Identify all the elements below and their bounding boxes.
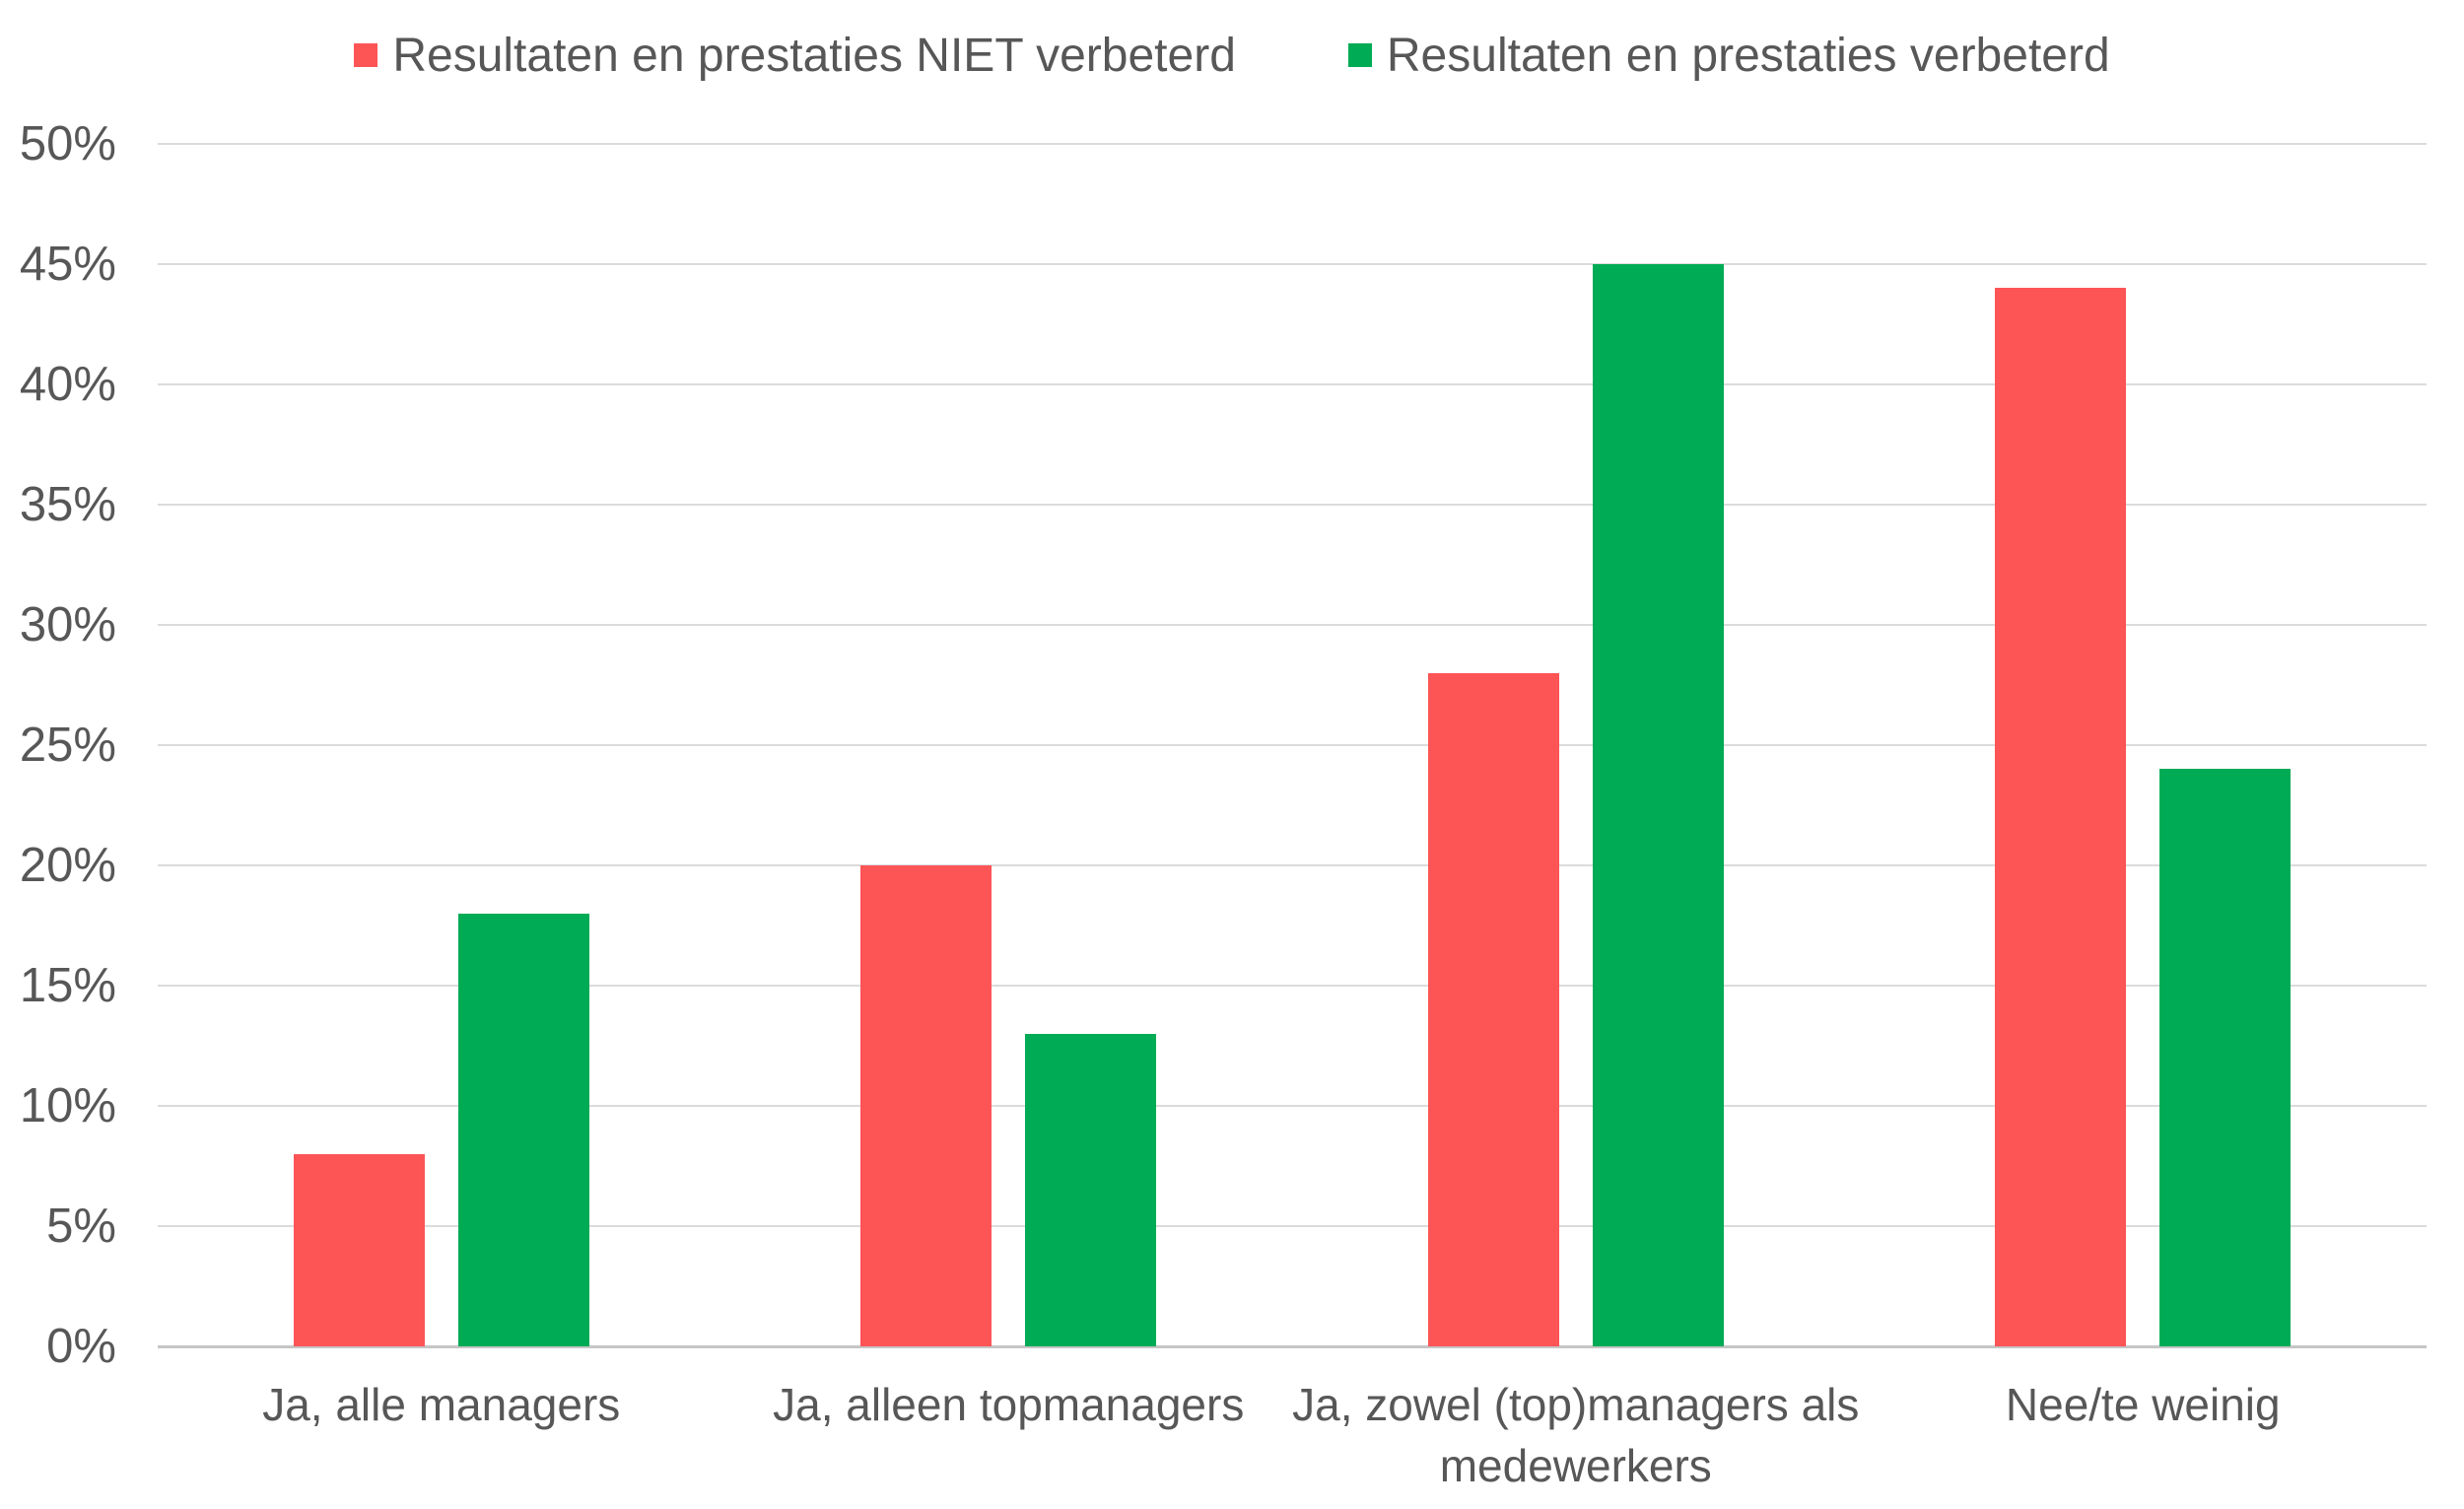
- bar-green-group-4: [2159, 769, 2292, 1346]
- gridline: [158, 263, 2427, 265]
- bar-red-group-4: [1995, 288, 2127, 1346]
- legend-swatch-green-icon: [1347, 43, 1372, 67]
- gridline: [158, 1225, 2427, 1227]
- gridline: [158, 1105, 2427, 1107]
- y-axis-tick-label: 25%: [19, 719, 116, 772]
- x-axis-category-label: Nee/te weinig: [2005, 1379, 2281, 1430]
- bar-green-group-1: [457, 913, 589, 1346]
- gridline: [158, 624, 2427, 626]
- y-axis-tick-label: 20%: [19, 839, 116, 892]
- legend-item-verbeterd: Resultaten en prestaties verbeterd: [1347, 29, 2110, 83]
- gridline: [158, 143, 2427, 145]
- y-axis-tick-label: 35%: [19, 478, 116, 531]
- x-axis-baseline: [158, 1345, 2427, 1348]
- bar-red-group-2: [860, 865, 992, 1346]
- gridline: [158, 383, 2427, 385]
- y-axis-tick-label: 45%: [19, 238, 116, 291]
- y-axis-tick-label: 40%: [19, 358, 116, 411]
- gridline: [158, 744, 2427, 746]
- y-axis-tick-label: 15%: [19, 959, 116, 1012]
- y-axis-tick-label: 50%: [19, 117, 116, 171]
- gridline: [158, 864, 2427, 866]
- y-axis-tick-label: 30%: [19, 598, 116, 652]
- x-axis-category-label: Ja, alle managers: [262, 1379, 621, 1430]
- bar-green-group-2: [1025, 1033, 1157, 1346]
- y-axis-tick-label: 0%: [46, 1320, 116, 1373]
- x-axis-category-label: Ja, zowel (top)managers als medewerkers: [1292, 1379, 1860, 1491]
- legend-label-verbeterd: Resultaten en prestaties verbeterd: [1386, 29, 2110, 82]
- chart-legend: Resultaten en prestaties NIET verbeterd …: [0, 26, 2464, 85]
- legend-swatch-red-icon: [354, 43, 378, 67]
- gridline: [158, 504, 2427, 506]
- x-axis-category-label: Ja, alleen topmanagers: [773, 1379, 1245, 1430]
- bar-red-group-1: [293, 1153, 425, 1346]
- y-axis-tick-label: 5%: [46, 1200, 116, 1253]
- legend-item-niet-verbeterd: Resultaten en prestaties NIET verbeterd: [354, 29, 1236, 83]
- legend-label-niet-verbeterd: Resultaten en prestaties NIET verbeterd: [392, 29, 1236, 82]
- bar-red-group-3: [1427, 672, 1559, 1346]
- bar-green-group-3: [1592, 264, 1724, 1346]
- y-axis-tick-label: 10%: [19, 1079, 116, 1132]
- gridline: [158, 985, 2427, 987]
